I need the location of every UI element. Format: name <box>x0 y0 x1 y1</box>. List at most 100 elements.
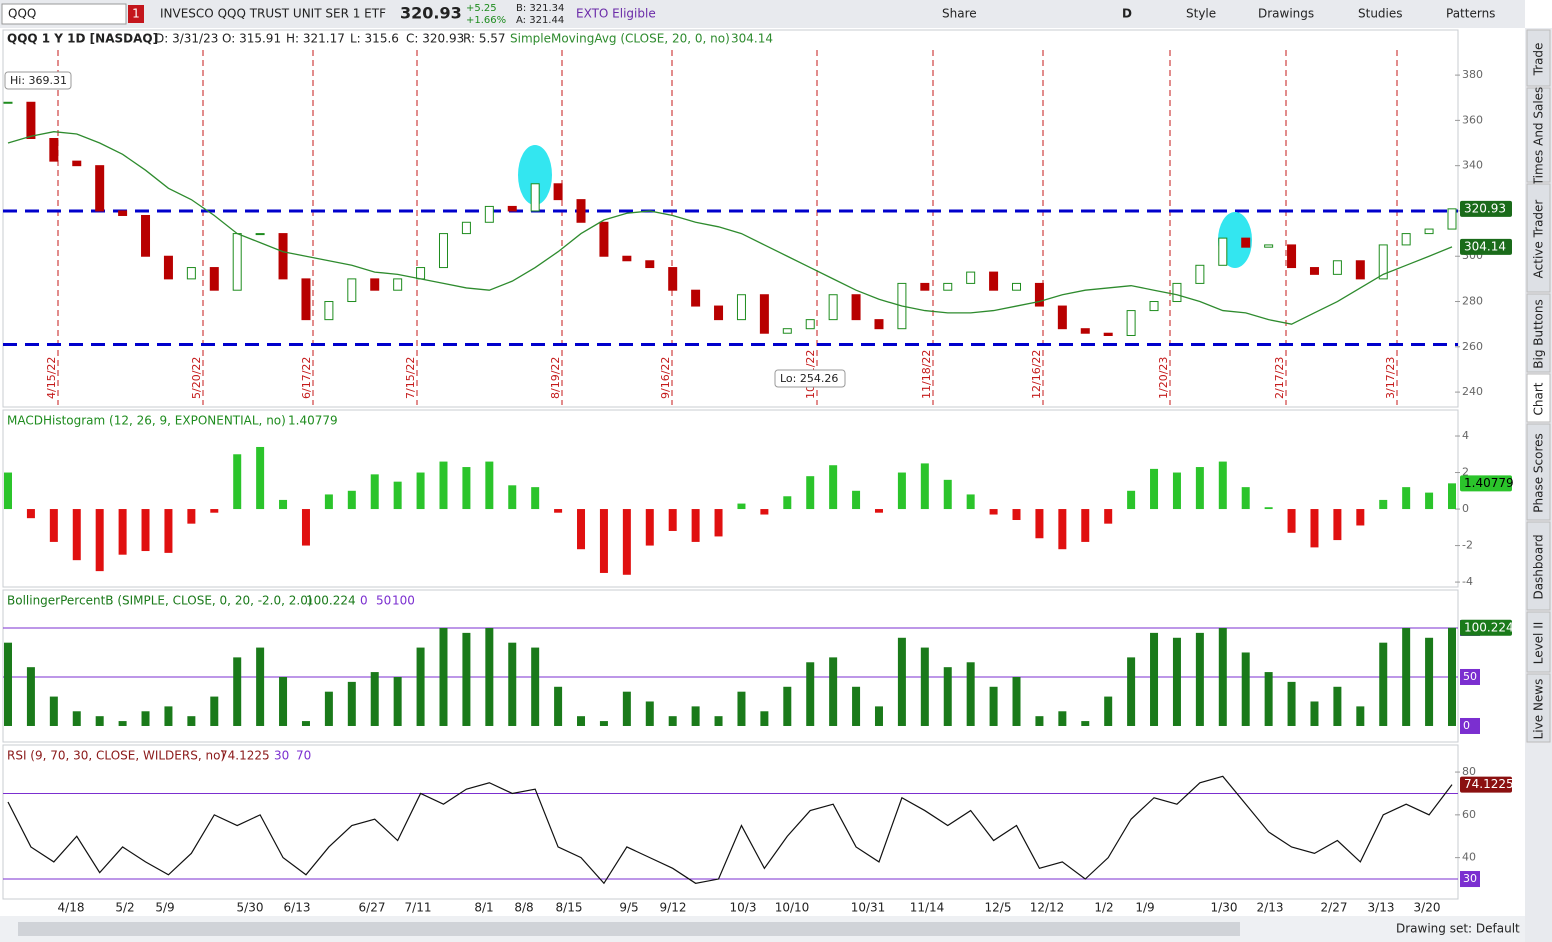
studies-button[interactable]: Studies <box>1358 7 1403 21</box>
sidebar-tab-label[interactable]: Big Buttons <box>1532 299 1546 368</box>
level-badge <box>1460 717 1480 734</box>
share-button[interactable]: Share <box>942 7 977 21</box>
histogram-bar <box>164 509 173 553</box>
timeframe-button[interactable]: D <box>1122 7 1132 21</box>
candle <box>1355 260 1365 280</box>
x-tick-label: 8/1 <box>474 901 493 915</box>
histogram-bar <box>439 461 448 510</box>
sidebar-tab-label[interactable]: Times And Sales <box>1532 87 1546 187</box>
candle <box>1424 228 1434 235</box>
symbol: QQQ <box>8 7 36 21</box>
lo-box <box>774 369 846 388</box>
percent-b-bar <box>1241 652 1250 726</box>
candle <box>1126 310 1136 336</box>
period-label: 4/15/22 <box>45 357 58 399</box>
value-badge <box>1460 475 1512 492</box>
symbol-box[interactable] <box>1 3 127 25</box>
candle <box>95 165 105 212</box>
sidebar-tab-label[interactable]: Level II <box>1532 622 1546 665</box>
histogram-bar <box>1195 467 1204 510</box>
histogram-bar <box>966 494 975 510</box>
sidebar-tab-label[interactable]: Active Trader <box>1532 200 1546 279</box>
x-tick-label: 11/14 <box>910 901 945 915</box>
percent-b-bar <box>622 691 631 726</box>
exto[interactable]: EXTO Eligible <box>576 7 656 21</box>
candle <box>141 214 151 257</box>
percent-b-bar <box>1287 681 1296 726</box>
percent-b-bar <box>164 706 173 726</box>
drawing-set[interactable]: Drawing set: Default <box>1396 922 1520 936</box>
x-tick-label: 7/11 <box>405 901 432 915</box>
period-label: 12/16/22 <box>1030 350 1043 399</box>
link-group[interactable] <box>128 5 144 23</box>
sidebar-tab-label[interactable]: Live News <box>1532 679 1546 740</box>
candle <box>484 205 494 223</box>
percent-b-bar <box>760 711 769 726</box>
histogram-bar <box>1058 509 1067 550</box>
histogram-bar <box>577 509 586 550</box>
period-label: 6/17/22 <box>300 357 313 399</box>
percent-b-bar <box>920 647 929 726</box>
candle <box>163 255 173 280</box>
level-title: 30 <box>274 749 289 763</box>
candle <box>461 221 471 235</box>
percent-b-bar <box>599 721 608 726</box>
histogram-bar <box>691 509 700 542</box>
candle <box>347 278 357 303</box>
percent-b-bar <box>1012 676 1021 726</box>
panel-value: 74.1225 <box>220 749 270 763</box>
percent-b-bar <box>1264 672 1273 726</box>
histogram-bar <box>1425 492 1434 510</box>
histogram-bar <box>554 509 563 513</box>
candle <box>1012 282 1022 291</box>
histogram-bar <box>989 509 998 515</box>
histogram-bar <box>1310 509 1319 548</box>
y-tick-label: -4 <box>1462 575 1473 588</box>
close: C: 320.93 <box>406 32 464 46</box>
sidebar-tab-label[interactable]: Trade <box>1532 43 1546 77</box>
style-button[interactable]: Style <box>1186 7 1216 21</box>
percent-b-bar <box>26 667 35 726</box>
percent-b-bar <box>1172 637 1181 726</box>
drawings-button[interactable]: Drawings <box>1258 7 1314 21</box>
percent-b-bar <box>577 716 586 726</box>
rsi-line <box>7 775 1453 885</box>
candle <box>1034 282 1044 307</box>
histogram-bar <box>1333 509 1342 541</box>
x-tick-label: 2/13 <box>1257 901 1284 915</box>
candle <box>668 267 678 291</box>
candle <box>278 233 288 280</box>
panel <box>2 409 1459 588</box>
percent-b-bar <box>852 686 861 726</box>
candle <box>1080 328 1090 334</box>
sidebar-tab-label[interactable]: Phase Scores <box>1532 433 1546 513</box>
sidebar-tab-label[interactable]: Chart <box>1532 382 1546 415</box>
candle <box>691 289 701 307</box>
candle <box>1172 282 1182 303</box>
candle <box>118 210 128 216</box>
candle <box>1218 237 1228 266</box>
panel-value: 1.40779 <box>288 414 338 428</box>
percent-b-bar <box>897 637 906 726</box>
scrollbar[interactable] <box>18 922 1240 936</box>
sidebar-tab <box>1526 29 1551 87</box>
x-tick-label: 5/2 <box>115 901 134 915</box>
panel-title: BollingerPercentB (SIMPLE, CLOSE, 0, 20,… <box>7 594 313 608</box>
y-tick-label: 360 <box>1462 113 1483 126</box>
sidebar-tab-label[interactable]: Dashboard <box>1532 534 1546 599</box>
period-label: 3/17/23 <box>1384 357 1397 399</box>
percent-b-bar <box>508 642 517 726</box>
highlight <box>518 145 552 205</box>
candle <box>989 271 999 291</box>
candle <box>622 255 632 262</box>
sidebar-tab <box>1526 423 1551 521</box>
chart-title: QQQ 1 Y 1D [NASDAQ] <box>7 32 158 46</box>
histogram-bar <box>416 472 425 510</box>
value-badge <box>1460 776 1512 793</box>
range: R: 5.57 <box>463 32 506 46</box>
value-badge-label: 100.224 <box>1464 620 1514 634</box>
bid: B: 321.34 <box>516 3 564 14</box>
patterns-button[interactable]: Patterns <box>1446 7 1495 21</box>
percent-b-bar <box>187 716 196 726</box>
y-tick-label: 50 <box>1463 670 1477 683</box>
